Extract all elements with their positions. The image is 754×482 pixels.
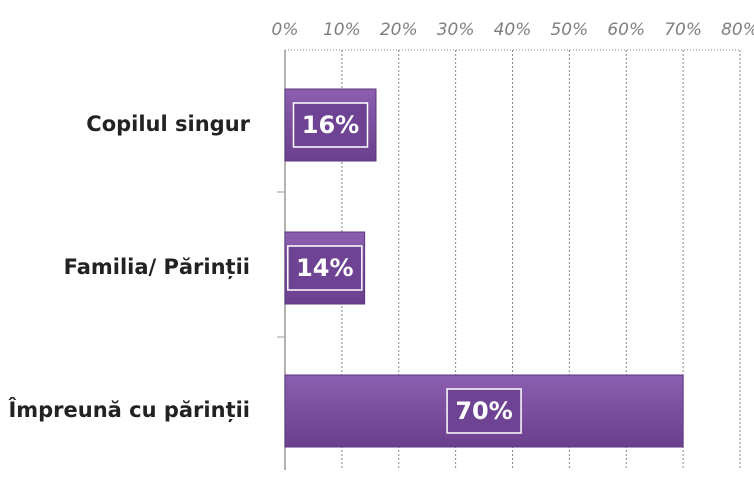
value-label-box: [287, 245, 363, 291]
x-tick-label: 0%: [272, 20, 299, 40]
value-label-box: [292, 102, 369, 148]
value-label-box: [446, 388, 522, 434]
x-tick-label: 80%: [721, 20, 754, 40]
x-tick-label: 30%: [437, 20, 475, 40]
x-tick-label: 70%: [664, 20, 702, 40]
category-label: Familia/ Părinții: [64, 255, 250, 280]
x-tick-label: 10%: [323, 20, 361, 40]
value-label: 16%: [302, 111, 359, 139]
x-tick-label: 20%: [380, 20, 418, 40]
x-tick-label: 40%: [494, 20, 532, 40]
x-tick-label: 50%: [550, 20, 588, 40]
value-label: 70%: [455, 397, 512, 425]
category-label: Împreună cu părinții: [8, 397, 250, 423]
value-label: 14%: [296, 254, 353, 282]
category-label: Copilul singur: [86, 112, 250, 136]
x-tick-label: 60%: [607, 20, 645, 40]
